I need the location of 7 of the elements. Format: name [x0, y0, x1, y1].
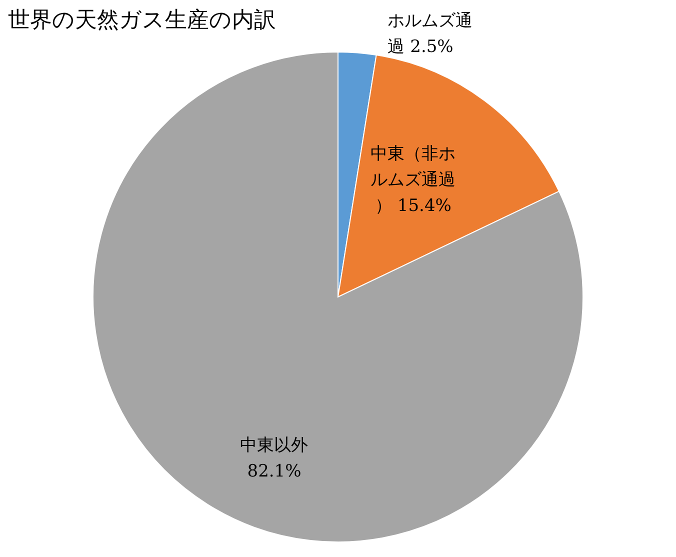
pie-slice: [92, 52, 584, 542]
chart-title: 世界の天然ガス生産の内訳: [8, 8, 276, 33]
slice-label: 中東以外: [240, 436, 308, 456]
slice-label: ホルムズ通過 2.5%: [388, 10, 473, 57]
pie-slice: [338, 54, 560, 298]
data-label: 82.1%: [247, 462, 302, 482]
slice-label: 中東（非ホルムズ通過） 15.4%: [370, 144, 456, 216]
